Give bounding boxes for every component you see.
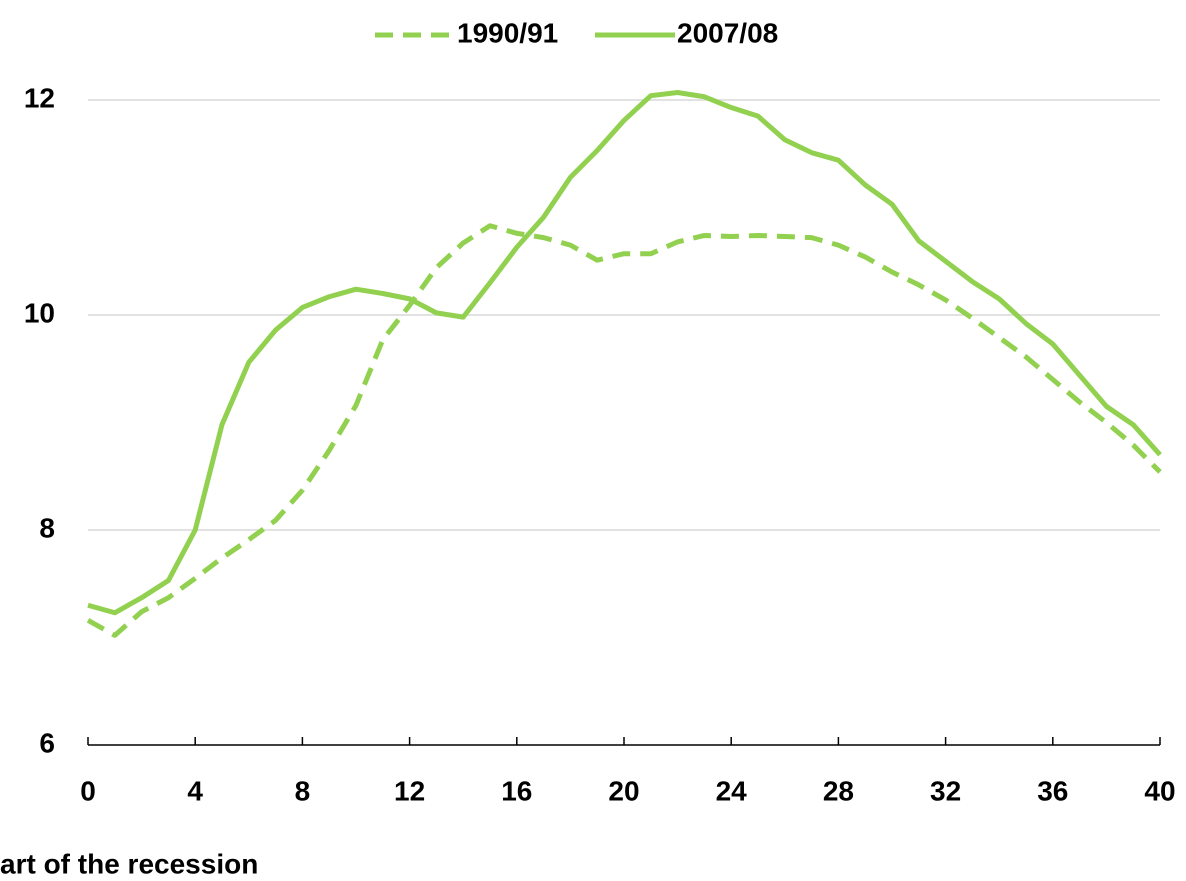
- legend-label: 1990/91: [457, 17, 558, 48]
- y-tick-label: 12: [24, 82, 55, 113]
- x-tick-label: 4: [187, 775, 203, 806]
- series-line: [86, 223, 1162, 638]
- x-axis-label: art of the recession: [0, 848, 258, 879]
- x-tick-label: 20: [608, 775, 639, 806]
- x-tick-label: 16: [501, 775, 532, 806]
- legend-label: 2007/08: [677, 17, 778, 48]
- y-tick-label: 6: [39, 727, 55, 758]
- x-tick-label: 8: [295, 775, 311, 806]
- x-tick-label: 32: [930, 775, 961, 806]
- x-tick-label: 28: [823, 775, 854, 806]
- y-tick-label: 10: [24, 297, 55, 328]
- x-tick-label: 36: [1037, 775, 1068, 806]
- x-tick-label: 0: [80, 775, 96, 806]
- series-line: [87, 89, 1162, 616]
- y-tick-label: 8: [39, 512, 55, 543]
- x-tick-label: 40: [1144, 775, 1175, 806]
- x-tick-label: 24: [716, 775, 748, 806]
- x-tick-label: 12: [394, 775, 425, 806]
